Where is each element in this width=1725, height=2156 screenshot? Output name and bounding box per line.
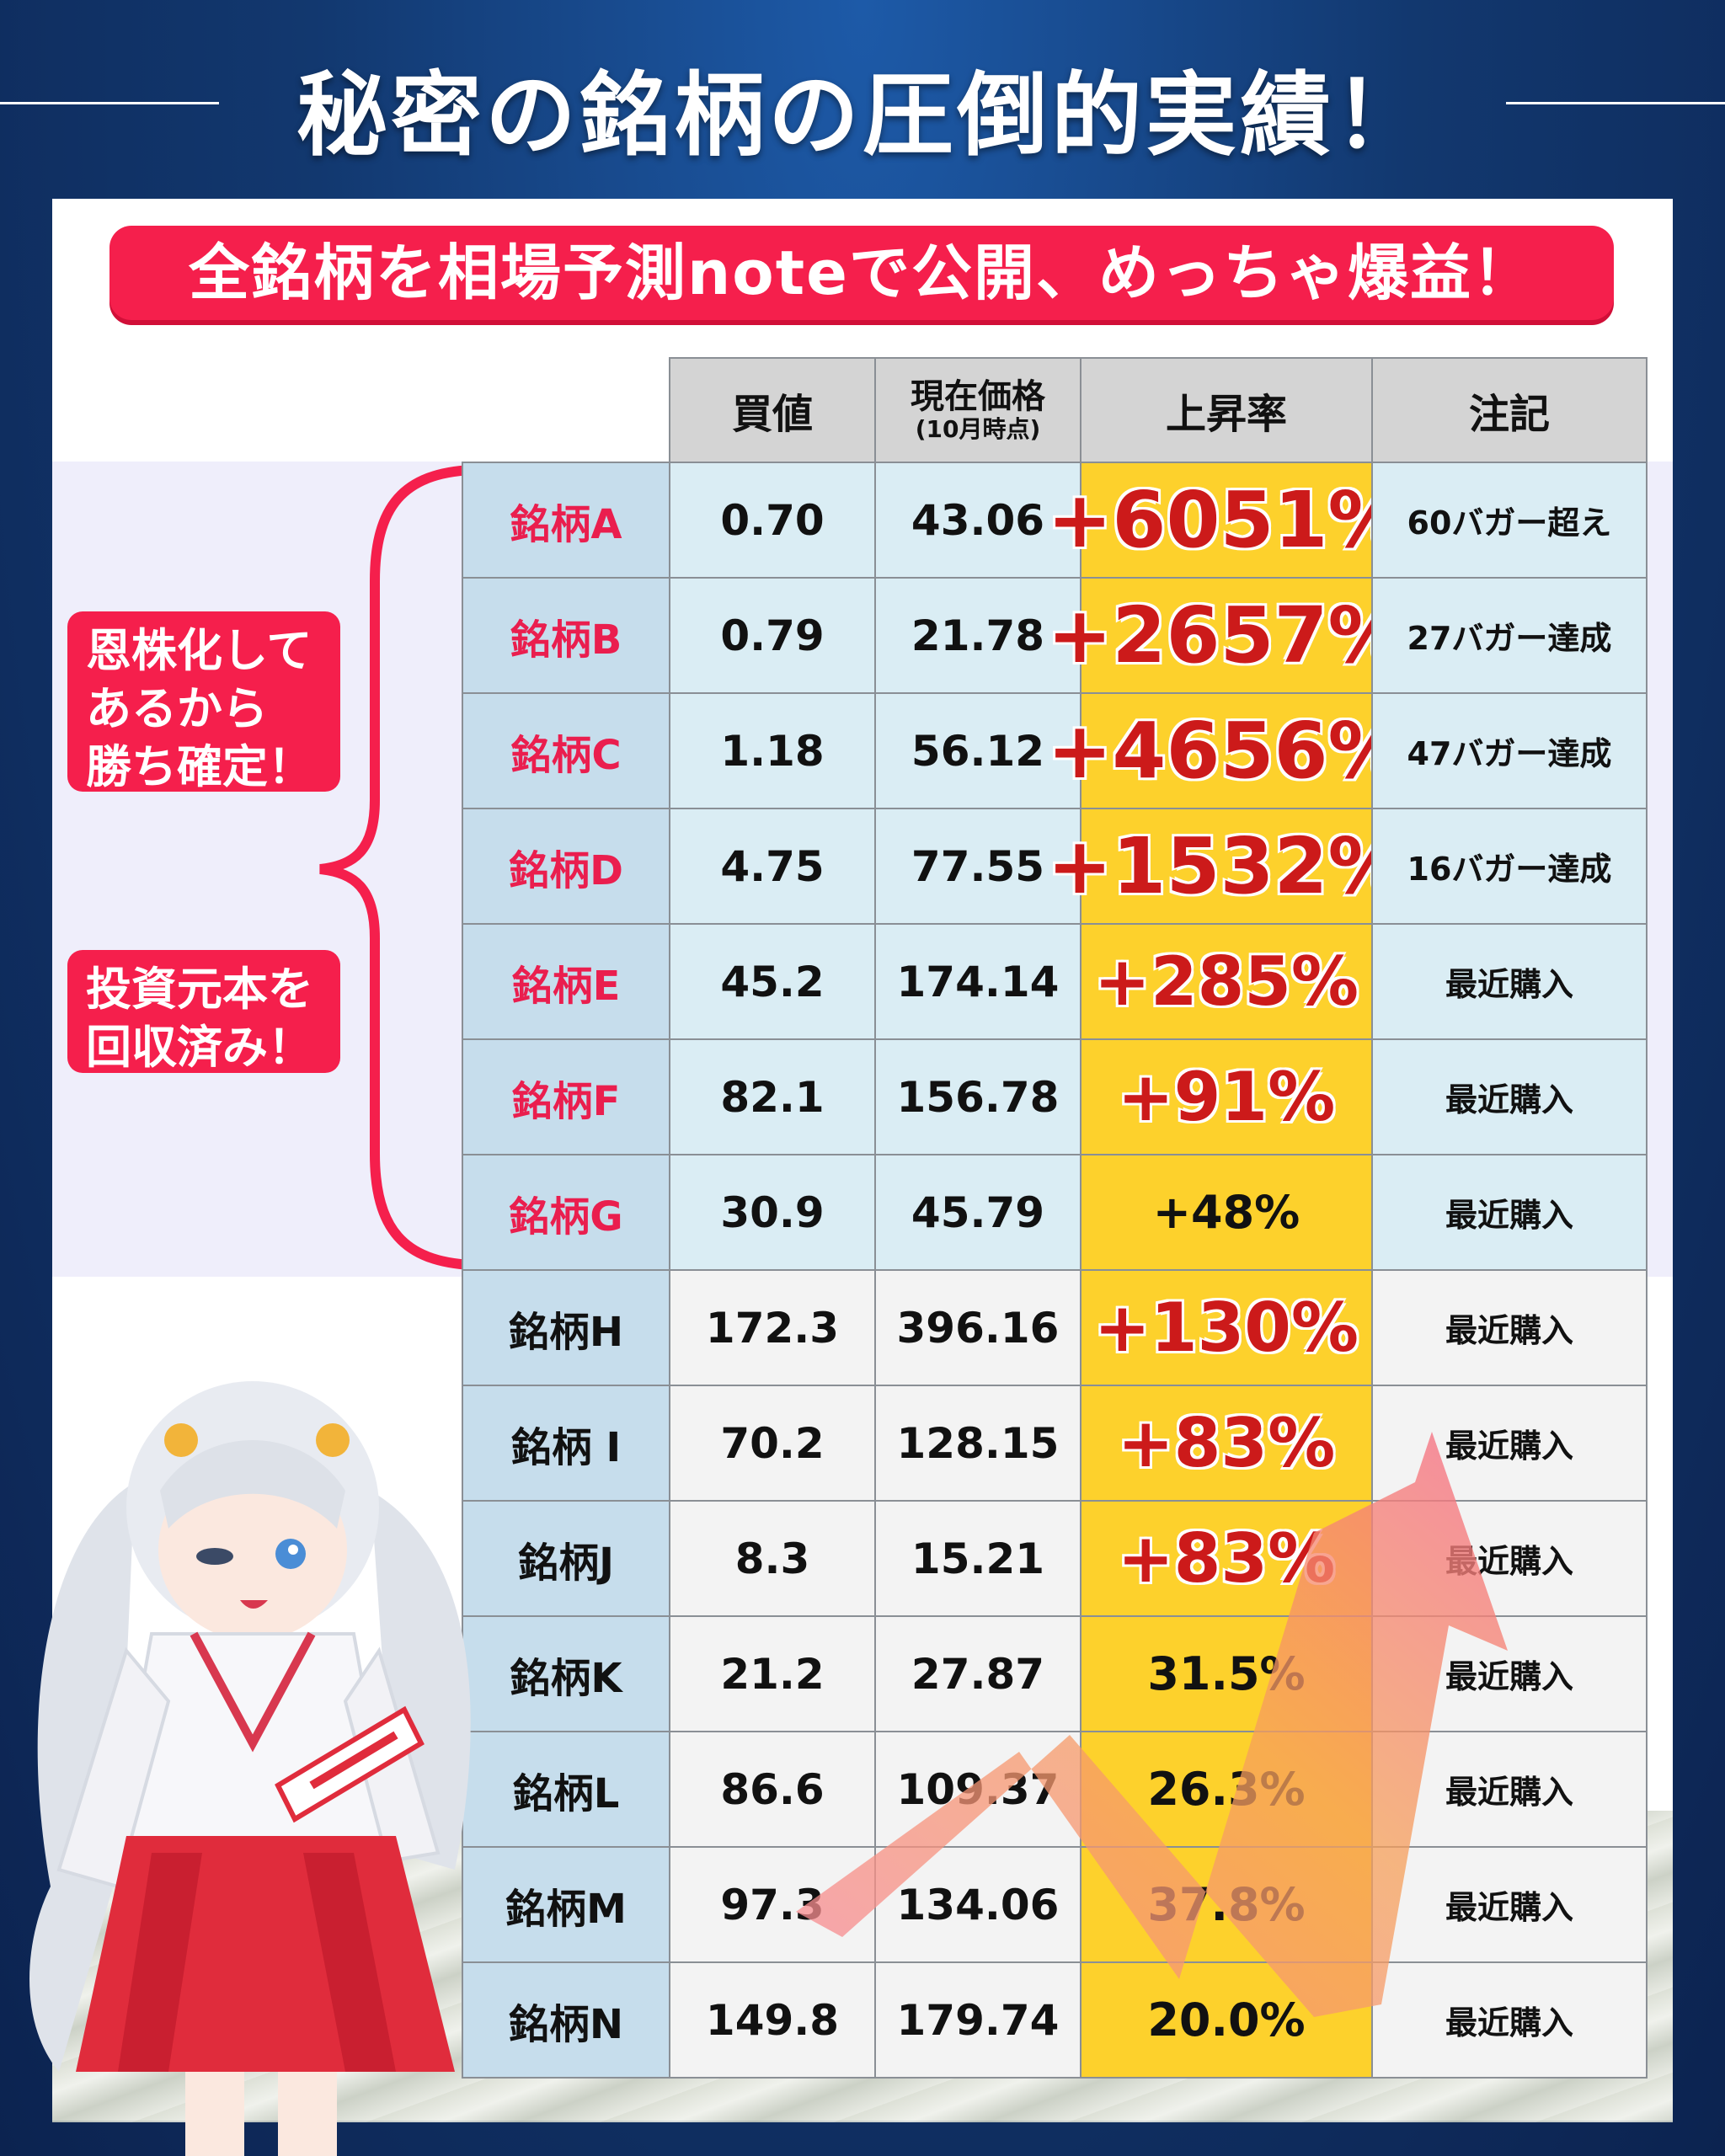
badge-line: 勝ち確定！	[86, 740, 313, 794]
current-price: 156.78	[874, 1038, 1081, 1155]
current-price: 134.06	[874, 1846, 1081, 1963]
note: 最近購入	[1371, 1731, 1648, 1848]
current-price: 179.74	[874, 1961, 1081, 2079]
header-divider-right	[1506, 102, 1725, 104]
buy-price: 0.79	[669, 577, 876, 694]
rise-rate: +91%	[1080, 1038, 1373, 1155]
current-price: 109.37	[874, 1731, 1081, 1848]
buy-price: 1.18	[669, 692, 876, 809]
stock-name: 銘柄B	[462, 577, 670, 694]
rise-rate: +285%	[1080, 923, 1373, 1040]
note: 60バガー超え	[1371, 462, 1648, 579]
stock-name: 銘柄 I	[462, 1385, 670, 1502]
buy-price: 21.2	[669, 1615, 876, 1732]
badge-principal-recovered: 投資元本を 回収済み！	[67, 950, 340, 1075]
buy-price: 4.75	[669, 808, 876, 925]
stock-name: 銘柄J	[462, 1500, 670, 1617]
buy-price: 8.3	[669, 1500, 876, 1617]
header-current-price-date: (10月時点)	[915, 414, 1041, 443]
buy-price: 70.2	[669, 1385, 876, 1502]
stock-name: 銘柄A	[462, 462, 670, 579]
note: 最近購入	[1371, 1500, 1648, 1617]
buy-price: 82.1	[669, 1038, 876, 1155]
note: 最近購入	[1371, 1846, 1648, 1963]
current-price: 45.79	[874, 1154, 1081, 1271]
stock-name: 銘柄D	[462, 808, 670, 925]
stock-name: 銘柄G	[462, 1154, 670, 1271]
badge-locked-profit: 恩株化して あるから 勝ち確定！	[67, 611, 340, 793]
buy-price: 97.3	[669, 1846, 876, 1963]
header: 秘密の銘柄の圧倒的実績！	[0, 0, 1725, 202]
stock-name: 銘柄N	[462, 1961, 670, 2079]
current-price: 56.12	[874, 692, 1081, 809]
badge-line: 恩株化して	[86, 624, 312, 677]
rise-rate: 26.3%	[1080, 1731, 1373, 1848]
stock-name: 銘柄F	[462, 1038, 670, 1155]
header-note: 注記	[1371, 357, 1648, 463]
header-buy-price: 買値	[669, 357, 876, 463]
buy-price: 30.9	[669, 1154, 876, 1271]
current-price: 128.15	[874, 1385, 1081, 1502]
note: 最近購入	[1371, 1038, 1648, 1155]
stock-name: 銘柄E	[462, 923, 670, 1040]
rise-rate: +6051%	[1047, 462, 1406, 579]
rise-rate: +83%	[1080, 1385, 1373, 1502]
buy-price: 45.2	[669, 923, 876, 1040]
current-price: 27.87	[874, 1615, 1081, 1732]
note: 最近購入	[1371, 1154, 1648, 1271]
header-rise-rate: 上昇率	[1080, 357, 1373, 463]
note: 最近購入	[1371, 923, 1648, 1040]
header-current-price-label: 現在価格	[911, 376, 1045, 416]
note: 16バガー達成	[1371, 808, 1648, 925]
stock-name: 銘柄H	[462, 1269, 670, 1386]
results-table: 買値 現在価格 (10月時点) 上昇率 注記 銘柄A 0.70 43.06 +6…	[462, 357, 1648, 2082]
rise-rate: 20.0%	[1080, 1961, 1373, 2079]
stock-name: 銘柄L	[462, 1731, 670, 1848]
rise-rate: +4656%	[1047, 692, 1406, 809]
rise-rate: 37.8%	[1080, 1846, 1373, 1963]
headline-banner: 全銘柄を相場予測noteで公開、めっちゃ爆益！	[109, 226, 1614, 320]
rise-rate: +48%	[1080, 1154, 1373, 1271]
note: 最近購入	[1371, 1269, 1648, 1386]
rise-rate: 31.5%	[1080, 1615, 1373, 1732]
current-price: 77.55	[874, 808, 1081, 925]
note: 47バガー達成	[1371, 692, 1648, 809]
header-divider-left	[0, 102, 219, 104]
stock-name: 銘柄M	[462, 1846, 670, 1963]
note: 最近購入	[1371, 1385, 1648, 1502]
badge-line: あるから	[86, 682, 268, 736]
badge-line: 投資元本を	[86, 963, 313, 1016]
badge-line: 回収済み！	[86, 1021, 313, 1075]
rise-rate: +83%	[1080, 1500, 1373, 1617]
rise-rate: +2657%	[1047, 577, 1406, 694]
rise-rate: +1532%	[1047, 808, 1406, 925]
note: 27バガー達成	[1371, 577, 1648, 694]
page-title: 秘密の銘柄の圧倒的実績！	[296, 63, 1429, 168]
header-current-price: 現在価格 (10月時点)	[874, 357, 1081, 463]
curly-brace-icon	[319, 465, 477, 1270]
buy-price: 86.6	[669, 1731, 876, 1848]
buy-price: 172.3	[669, 1269, 876, 1386]
buy-price: 149.8	[669, 1961, 876, 2079]
note: 最近購入	[1371, 1615, 1648, 1732]
current-price: 174.14	[874, 923, 1081, 1040]
current-price: 21.78	[874, 577, 1081, 694]
buy-price: 0.70	[669, 462, 876, 579]
stock-name: 銘柄C	[462, 692, 670, 809]
current-price: 396.16	[874, 1269, 1081, 1386]
current-price: 15.21	[874, 1500, 1081, 1617]
rise-rate: +130%	[1080, 1269, 1373, 1386]
shrine-maiden-illustration-icon	[29, 1381, 471, 2156]
note: 最近購入	[1371, 1961, 1648, 2079]
current-price: 43.06	[874, 462, 1081, 579]
